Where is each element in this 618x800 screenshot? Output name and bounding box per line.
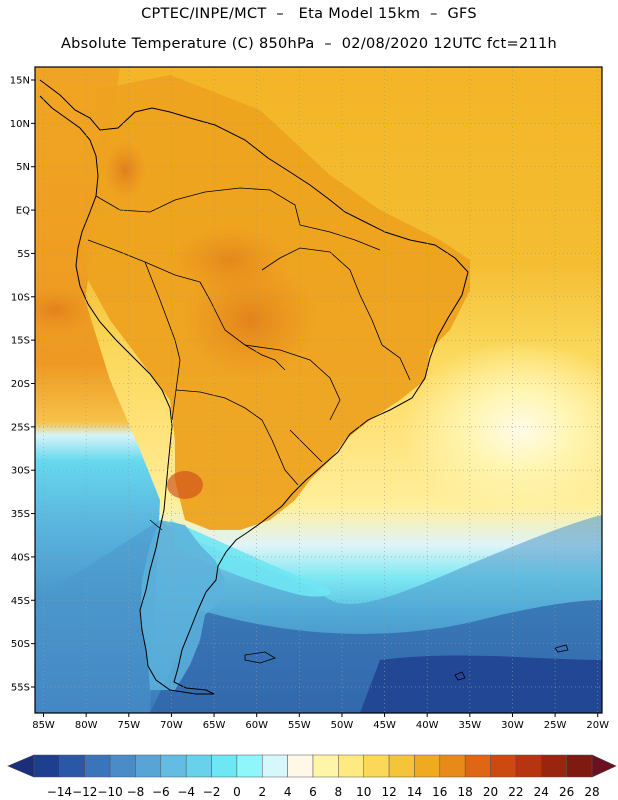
colorbar-label: −12 <box>72 785 97 799</box>
lat-tick-label: 30S <box>11 466 30 477</box>
lon-tick-label: 40W <box>416 720 439 731</box>
axis-tick-labels: 85W 80W 75W 70W 65W 60W 55W 50W 45W 40W 35W 30W 25W 2… <box>10 76 609 731</box>
colorbar-swatch <box>236 754 263 778</box>
lat-tick-label: 15S <box>11 336 30 347</box>
colorbar-label: 24 <box>534 785 549 799</box>
colorbar-label: 6 <box>309 785 317 799</box>
map-title-line1: CPTEC/INPE/MCT – Eta Model 15km – GFS <box>141 6 477 22</box>
colorbar-swatch <box>135 754 162 778</box>
colorbar-label: 8 <box>335 785 343 799</box>
lon-tick-label: 80W <box>75 720 98 731</box>
lat-tick-label: 25S <box>11 422 30 433</box>
colorbar-label: −4 <box>177 785 195 799</box>
lon-tick-label: 55W <box>288 720 311 731</box>
lat-tick-label: 45S <box>11 596 30 607</box>
lon-tick-label: 35W <box>459 720 482 731</box>
lon-tick-label: 75W <box>117 720 140 731</box>
colorbar-swatch <box>338 754 364 778</box>
map-title-line2: Absolute Temperature (C) 850hPa – 02/08/… <box>60 36 558 52</box>
colorbar-swatch <box>490 754 517 778</box>
colorbar-swatch <box>84 754 111 778</box>
colorbar-label: 28 <box>584 785 599 799</box>
colorbar-label: −2 <box>203 785 221 799</box>
colorbar-label: 0 <box>233 785 241 799</box>
lat-tick-label: EQ <box>16 206 30 217</box>
colorbar-swatch <box>541 754 567 778</box>
colorbar-label: 4 <box>284 785 292 799</box>
lat-tick-label: 40S <box>11 552 30 563</box>
lon-tick-label: 20W <box>586 720 609 731</box>
colorbar-label: 14 <box>407 785 422 799</box>
lat-tick-label: 55S <box>11 682 30 693</box>
lon-tick-label: 25W <box>544 720 567 731</box>
colorbar-swatch <box>312 754 339 778</box>
colorbar-high-arrow <box>591 754 617 778</box>
lon-tick-label: 50W <box>331 720 354 731</box>
colorbar-label: −8 <box>127 785 145 799</box>
lat-tick-label: 10N <box>10 119 30 130</box>
map-frame <box>34 66 603 714</box>
colorbar-label: 10 <box>356 785 371 799</box>
colorbar-low-arrow <box>7 754 35 778</box>
colorbar-label: −14 <box>47 785 72 799</box>
colorbar-swatch <box>566 754 593 778</box>
map-field <box>35 67 602 713</box>
lat-tick-label: 15N <box>10 76 30 87</box>
colorbar-swatch <box>185 754 212 778</box>
colorbar-label: 20 <box>483 785 498 799</box>
colorbar-label: 18 <box>458 785 473 799</box>
lon-tick-label: 65W <box>203 720 226 731</box>
colorbar-swatch <box>464 754 491 778</box>
lat-tick-label: 35S <box>11 509 30 520</box>
lon-tick-label: 60W <box>245 720 268 731</box>
colorbar-swatch <box>388 754 415 778</box>
lat-tick-label: 5N <box>16 162 30 173</box>
colorbar-label: −10 <box>97 785 122 799</box>
colorbar-label: 16 <box>432 785 447 799</box>
coastline <box>39 79 469 695</box>
colorbar-swatch <box>515 754 542 778</box>
lon-tick-label: 30W <box>501 720 524 731</box>
colorbar-label: −6 <box>152 785 170 799</box>
colorbar-label: 2 <box>258 785 266 799</box>
colorbar-swatch <box>109 754 136 778</box>
colorbar-swatch <box>414 754 441 778</box>
lon-tick-label: 45W <box>373 720 396 731</box>
country-borders <box>87 187 411 531</box>
lat-tick-label: 10S <box>11 292 30 303</box>
lon-tick-label: 70W <box>160 720 183 731</box>
lon-tick-label: 85W <box>32 720 55 731</box>
colorbar: −14 −12 −10 −8 −6 −4 −2 0 2 4 6 8 10 12 14 16 18 20 22 24 26… <box>7 754 617 799</box>
lat-tick-label: 50S <box>11 639 30 650</box>
colorbar-label: 22 <box>508 785 523 799</box>
lat-tick-label: 5S <box>17 249 30 260</box>
colorbar-swatch <box>211 754 238 778</box>
colorbar-label: 26 <box>559 785 574 799</box>
colorbar-swatch <box>363 754 390 778</box>
colorbar-swatch <box>287 754 314 778</box>
colorbar-swatch <box>59 754 85 778</box>
colorbar-label: 12 <box>381 785 396 799</box>
colorbar-swatch <box>160 754 187 778</box>
colorbar-swatch <box>262 754 288 778</box>
colorbar-swatch <box>439 754 466 778</box>
lat-tick-label: 20S <box>11 379 30 390</box>
colorbar-swatch <box>33 754 60 778</box>
lat-lon-grid <box>35 67 602 713</box>
